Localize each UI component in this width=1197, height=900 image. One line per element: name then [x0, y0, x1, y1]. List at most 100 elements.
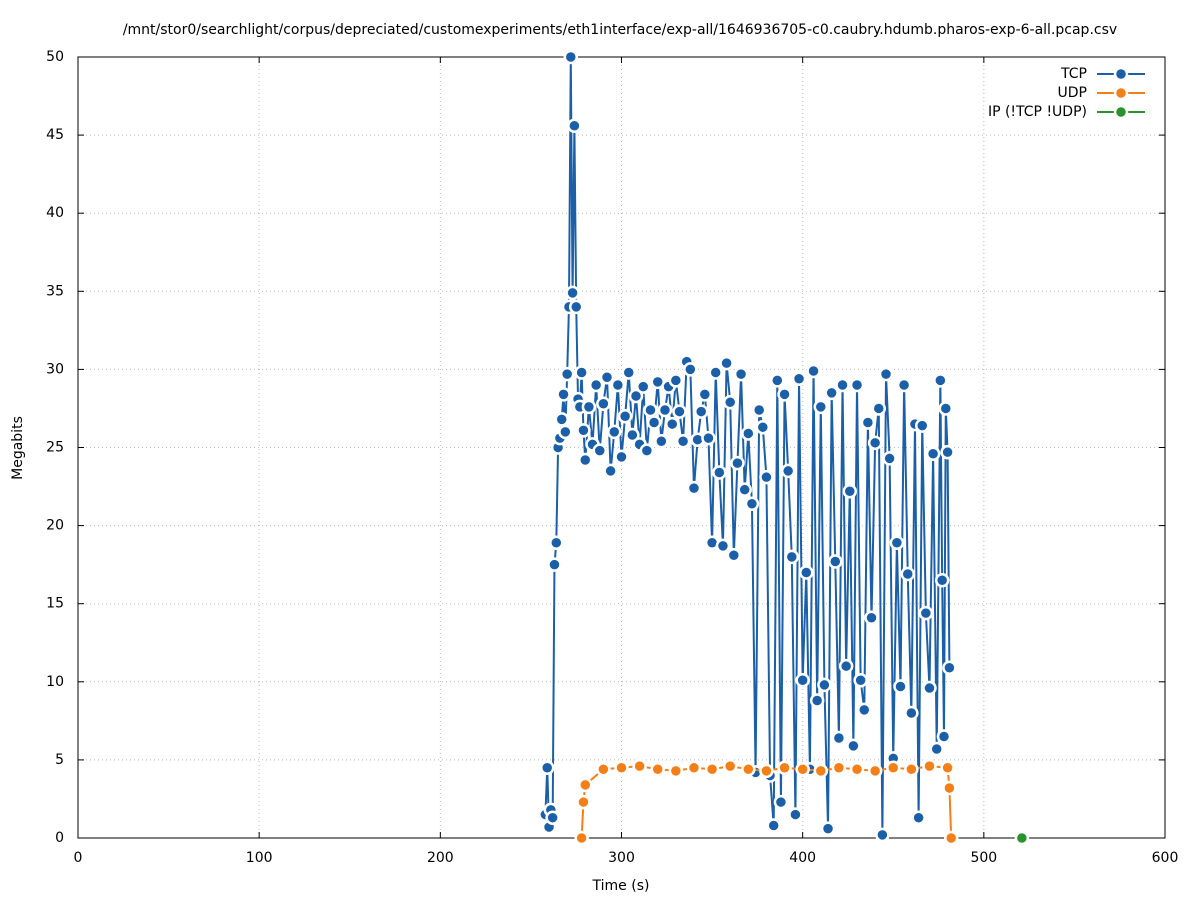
- chart-title: /mnt/stor0/searchlight/corpus/depreciate…: [123, 22, 1117, 38]
- data-point: [795, 672, 810, 688]
- data-point: [744, 496, 760, 511]
- data-point: [639, 443, 655, 458]
- data-point: [788, 807, 803, 822]
- legend-label: IP (!TCP !UDP): [988, 104, 1087, 120]
- data-point: [940, 444, 955, 460]
- data-point: [686, 760, 702, 775]
- data-point: [835, 377, 850, 393]
- data-point: [831, 760, 847, 775]
- data-point: [683, 362, 698, 377]
- data-point: [610, 377, 626, 393]
- data-point: [893, 679, 908, 694]
- data-point: [813, 763, 829, 779]
- data-point: [596, 762, 611, 777]
- data-point: [853, 672, 868, 688]
- data-point: [759, 763, 774, 779]
- data-point: [719, 355, 734, 371]
- data-point: [809, 693, 825, 708]
- data-point: [576, 794, 591, 810]
- data-point: [936, 729, 952, 744]
- data-point: [621, 365, 636, 380]
- data-point: [617, 409, 633, 424]
- data-point: [599, 369, 615, 385]
- x-axis-label: Time (s): [592, 878, 650, 894]
- data-point: [664, 416, 680, 432]
- x-tick-label: 300: [608, 850, 635, 866]
- data-point: [654, 434, 669, 449]
- data-point: [712, 465, 727, 480]
- data-point: [828, 554, 843, 569]
- data-point: [943, 830, 959, 846]
- data-point: [614, 449, 629, 465]
- data-point: [911, 810, 926, 825]
- data-point: [675, 434, 691, 449]
- data-point: [614, 760, 629, 775]
- data-point: [701, 430, 716, 446]
- data-point: [632, 758, 647, 774]
- data-point: [650, 762, 665, 777]
- data-point: [791, 371, 807, 387]
- data-point: [708, 365, 723, 380]
- data-point: [539, 760, 555, 775]
- data-point: [549, 535, 564, 551]
- x-tick-label: 0: [74, 850, 83, 866]
- series-line: [544, 56, 951, 835]
- data-point: [900, 566, 915, 582]
- data-point: [867, 763, 883, 779]
- data-point: [697, 387, 713, 402]
- data-point: [933, 373, 948, 388]
- data-point: [635, 379, 651, 394]
- data-point: [565, 285, 580, 301]
- data-point: [547, 557, 562, 572]
- y-tick-label: 15: [46, 596, 64, 612]
- data-point: [556, 387, 571, 402]
- data-point: [741, 762, 756, 777]
- data-point: [820, 821, 836, 836]
- data-point: [938, 401, 954, 416]
- y-tick-label: 45: [46, 127, 64, 143]
- data-point: [864, 610, 879, 626]
- data-point: [813, 399, 829, 415]
- legend-marker: [1113, 104, 1129, 120]
- data-point: [846, 738, 861, 754]
- y-tick-label: 50: [46, 49, 64, 65]
- data-point: [578, 452, 593, 468]
- data-point: [628, 388, 644, 404]
- legend-marker: [1113, 85, 1129, 101]
- data-point: [737, 482, 752, 497]
- data-point: [770, 373, 785, 388]
- data-point: [657, 402, 673, 418]
- data-point: [904, 762, 919, 777]
- data-point: [889, 535, 905, 551]
- data-point: [857, 702, 872, 718]
- data-point: [574, 365, 589, 380]
- data-point: [741, 426, 756, 441]
- data-point: [795, 762, 810, 777]
- data-point: [942, 660, 957, 675]
- data-point: [784, 549, 800, 565]
- data-point: [722, 394, 738, 410]
- data-point: [672, 404, 687, 419]
- data-point: [715, 538, 731, 554]
- data-point: [766, 818, 781, 833]
- data-point: [568, 299, 584, 315]
- data-point: [726, 548, 742, 563]
- data-point: [904, 705, 919, 721]
- legend-label: TCP: [1060, 66, 1087, 82]
- data-point: [942, 780, 957, 796]
- data-point: [777, 760, 792, 775]
- data-point: [733, 366, 749, 382]
- data-point: [668, 763, 684, 779]
- data-point: [554, 412, 569, 427]
- data-point: [780, 463, 796, 479]
- y-tick-label: 10: [46, 674, 64, 690]
- data-point: [646, 415, 662, 430]
- data-point: [806, 363, 821, 379]
- data-point: [773, 794, 789, 810]
- y-tick-label: 20: [46, 518, 64, 534]
- y-axis-label: Megabits: [10, 416, 26, 480]
- data-point: [940, 760, 955, 775]
- data-point: [1014, 830, 1030, 846]
- x-tick-label: 400: [789, 850, 816, 866]
